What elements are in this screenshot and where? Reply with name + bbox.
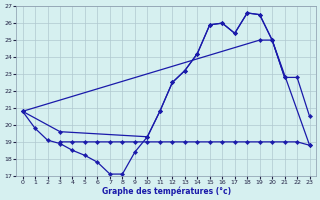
X-axis label: Graphe des températures (°c): Graphe des températures (°c)	[101, 186, 231, 196]
